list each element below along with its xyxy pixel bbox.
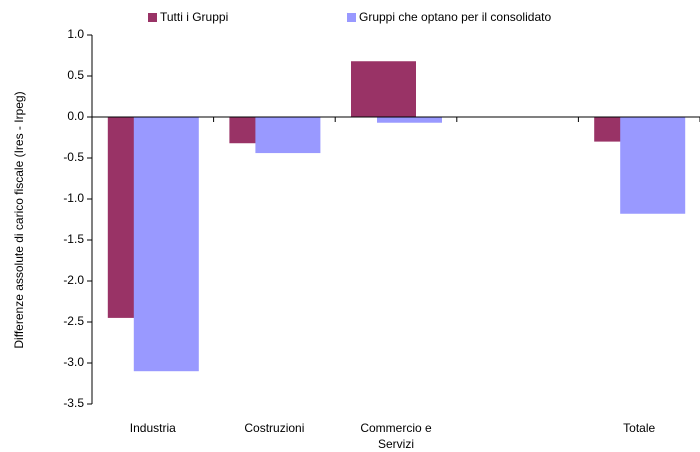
x-tick-label: Costruzioni bbox=[244, 421, 305, 435]
bar bbox=[133, 117, 199, 372]
y-tick-label: -1.5 bbox=[63, 232, 84, 246]
legend-label: Tutti i Gruppi bbox=[160, 10, 228, 24]
y-tick-label: 0.5 bbox=[67, 68, 84, 82]
bar bbox=[255, 117, 321, 154]
bar bbox=[620, 117, 686, 214]
y-tick-label: 0.0 bbox=[67, 109, 84, 123]
y-tick-label: -2.0 bbox=[63, 273, 84, 287]
x-tick-label: Totale bbox=[623, 421, 656, 435]
legend-swatch bbox=[148, 13, 157, 22]
bar bbox=[351, 61, 416, 117]
legend-swatch bbox=[347, 13, 356, 22]
y-tick-label: 1.0 bbox=[67, 27, 84, 41]
y-tick-label: -0.5 bbox=[63, 150, 84, 164]
y-tick-label: -3.0 bbox=[63, 355, 84, 369]
y-tick-label: -3.5 bbox=[63, 396, 84, 410]
bar bbox=[377, 117, 442, 123]
y-tick-label: -2.5 bbox=[63, 314, 84, 328]
x-tick-label: Commercio e Servizi bbox=[360, 421, 432, 451]
y-axis-label: Differenze assolute di carico fiscale (I… bbox=[12, 91, 26, 348]
y-tick-label: -1.0 bbox=[63, 191, 84, 205]
legend-label: Gruppi che optano per il consolidato bbox=[359, 10, 551, 24]
x-tick-label: Industria bbox=[129, 421, 176, 435]
